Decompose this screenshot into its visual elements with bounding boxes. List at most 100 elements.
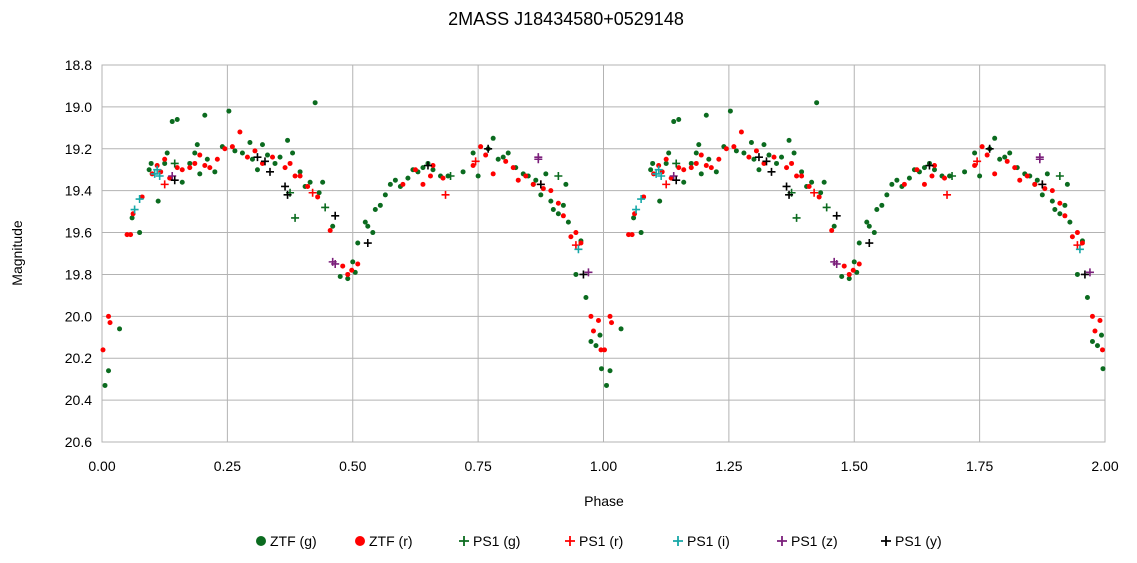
data-point (538, 192, 544, 198)
data-point (146, 167, 152, 173)
data-point (202, 112, 208, 118)
data-point (382, 192, 388, 198)
data-point (884, 192, 890, 198)
data-point (154, 163, 160, 169)
y-tick-label: 19.2 (65, 141, 92, 157)
data-point (1038, 180, 1047, 189)
data-point (846, 271, 852, 277)
data-point (281, 182, 290, 191)
data-point (229, 144, 235, 150)
data-point (574, 245, 583, 254)
data-point (239, 150, 245, 156)
data-point (315, 194, 321, 200)
data-point (751, 156, 757, 162)
data-point (713, 169, 719, 175)
data-point (921, 165, 927, 171)
data-point (656, 163, 662, 169)
data-point (676, 116, 682, 122)
data-point (290, 150, 296, 156)
data-point (648, 167, 654, 173)
data-point (555, 211, 561, 217)
data-point (1089, 313, 1095, 319)
data-point (716, 156, 722, 162)
data-point (107, 320, 113, 326)
data-point (316, 190, 322, 196)
data-point (762, 157, 771, 166)
data-point (584, 268, 593, 277)
legend-label: PS1 (z) (791, 533, 838, 549)
data-point (1099, 347, 1105, 353)
data-point (708, 165, 714, 171)
data-point (629, 232, 635, 238)
x-tick-label: 1.00 (590, 458, 617, 474)
data-point (363, 239, 372, 248)
data-point (669, 172, 678, 181)
data-point (1044, 171, 1050, 177)
data-point (794, 173, 800, 179)
data-point (129, 215, 135, 221)
data-point (598, 347, 604, 353)
y-tick-label: 20.2 (65, 350, 92, 366)
data-point (851, 259, 857, 265)
data-point (282, 165, 288, 171)
data-point (914, 167, 920, 173)
y-tick-label: 20.0 (65, 308, 92, 324)
data-point (430, 167, 436, 173)
x-tick-label: 2.00 (1091, 458, 1118, 474)
data-point (1024, 173, 1030, 179)
legend-label: PS1 (g) (473, 533, 520, 549)
data-point (874, 207, 880, 213)
data-point (530, 181, 536, 187)
data-point (738, 129, 744, 135)
data-point (305, 183, 311, 189)
data-point (583, 294, 589, 300)
data-point (1057, 200, 1063, 206)
data-point (533, 177, 539, 183)
data-point (372, 207, 378, 213)
legend-label: PS1 (i) (687, 533, 730, 549)
data-point (1062, 202, 1068, 208)
data-point (377, 202, 383, 208)
data-point (831, 223, 837, 229)
data-point (1080, 270, 1089, 279)
y-tick-label: 19.8 (65, 266, 92, 282)
data-point (632, 205, 641, 214)
data-point (430, 163, 436, 169)
data-point (330, 223, 336, 229)
data-point (785, 190, 794, 199)
data-point (889, 181, 895, 187)
data-point (972, 150, 978, 156)
data-point (789, 160, 795, 166)
data-point (607, 368, 613, 374)
data-point (283, 190, 292, 199)
data-point (565, 219, 571, 225)
data-point (806, 183, 812, 189)
data-point (973, 157, 982, 166)
data-point (1098, 332, 1104, 338)
data-point (345, 276, 351, 282)
data-point (179, 167, 185, 173)
data-point (1007, 150, 1013, 156)
data-point (668, 175, 674, 181)
data-point (753, 148, 759, 154)
data-point (169, 119, 175, 125)
data-point (441, 190, 450, 199)
grid (101, 64, 1106, 443)
data-point (977, 173, 983, 179)
data-point (879, 202, 885, 208)
x-axis-title: Phase (584, 493, 624, 509)
data-point (672, 159, 681, 168)
data-point (1062, 213, 1068, 219)
series-ps1-z (168, 153, 1094, 277)
data-point (150, 169, 159, 178)
data-point (365, 223, 371, 229)
data-point (906, 175, 912, 181)
x-tick-label: 0.75 (465, 458, 492, 474)
data-point (202, 163, 208, 169)
data-point (727, 108, 733, 114)
legend-marker-dot (355, 536, 365, 546)
data-point (698, 171, 704, 177)
data-point (856, 240, 862, 246)
data-point (1057, 211, 1063, 217)
legend-marker-plus (459, 536, 469, 546)
